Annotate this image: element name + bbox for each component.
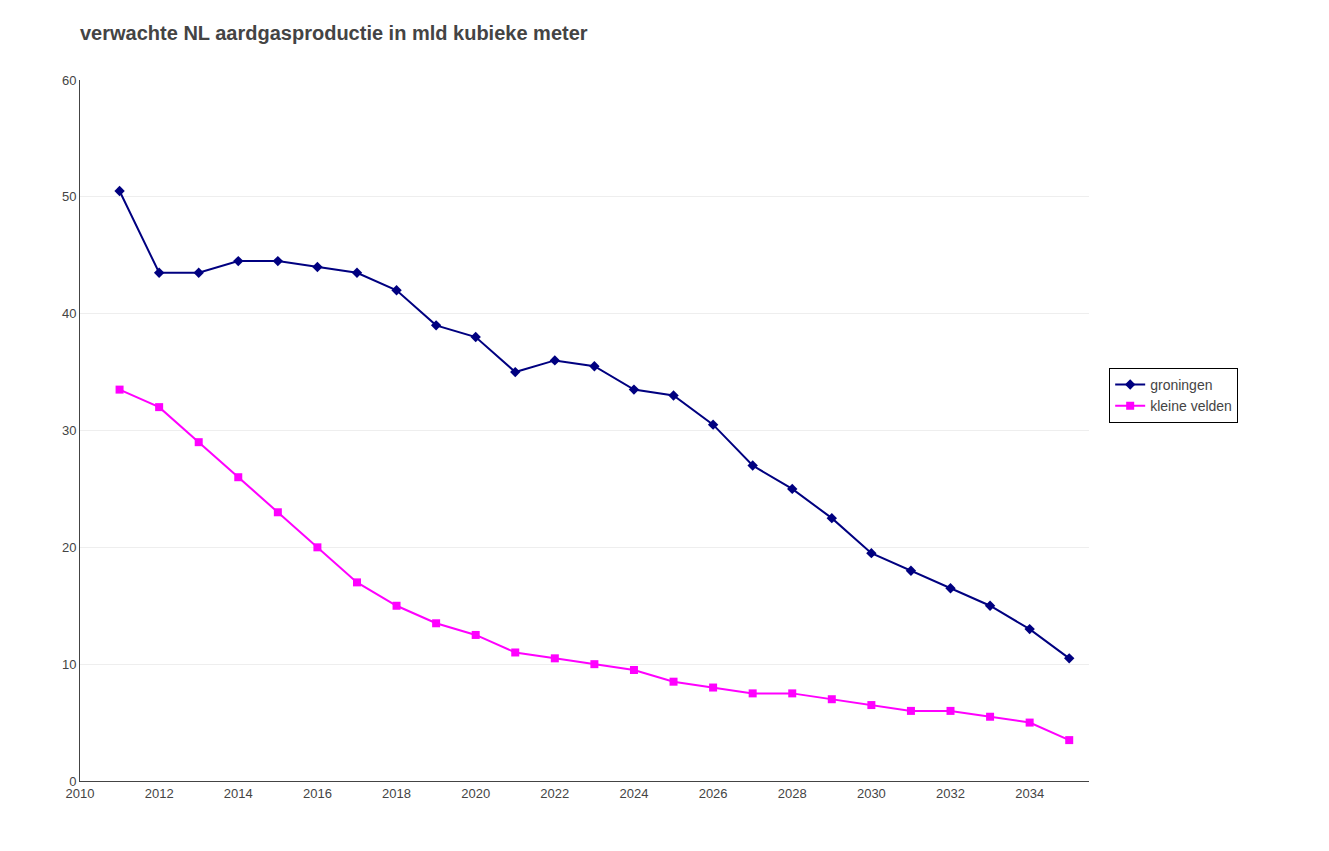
- svg-text:kleine velden: kleine velden: [1150, 398, 1232, 414]
- svg-text:60: 60: [62, 73, 76, 88]
- svg-text:2030: 2030: [857, 786, 886, 801]
- svg-text:2020: 2020: [461, 786, 490, 801]
- svg-text:0: 0: [69, 774, 76, 789]
- svg-text:2014: 2014: [224, 786, 253, 801]
- svg-text:2010: 2010: [66, 786, 95, 801]
- svg-text:2024: 2024: [619, 786, 648, 801]
- svg-text:2012: 2012: [145, 786, 174, 801]
- svg-text:verwachte NL aardgasproductie: verwachte NL aardgasproductie in mld kub…: [80, 22, 588, 44]
- svg-text:2016: 2016: [303, 786, 332, 801]
- svg-text:30: 30: [62, 423, 76, 438]
- svg-text:50: 50: [62, 189, 76, 204]
- svg-text:2022: 2022: [540, 786, 569, 801]
- svg-text:10: 10: [62, 657, 76, 672]
- svg-text:2028: 2028: [778, 786, 807, 801]
- svg-text:2032: 2032: [936, 786, 965, 801]
- svg-text:40: 40: [62, 306, 76, 321]
- svg-text:2026: 2026: [699, 786, 728, 801]
- svg-text:20: 20: [62, 540, 76, 555]
- svg-text:groningen: groningen: [1150, 377, 1212, 393]
- svg-text:2018: 2018: [382, 786, 411, 801]
- svg-text:2034: 2034: [1015, 786, 1044, 801]
